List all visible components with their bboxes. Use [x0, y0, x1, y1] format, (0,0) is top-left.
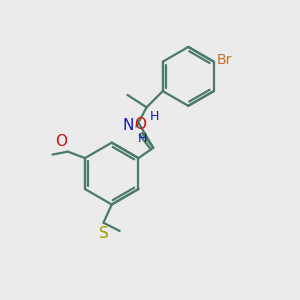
Text: O: O	[55, 134, 67, 149]
Text: Br: Br	[216, 53, 232, 67]
Text: O: O	[135, 117, 147, 132]
Text: H: H	[150, 110, 160, 123]
Text: N: N	[122, 118, 134, 133]
Text: S: S	[99, 226, 108, 241]
Text: H: H	[137, 132, 147, 145]
